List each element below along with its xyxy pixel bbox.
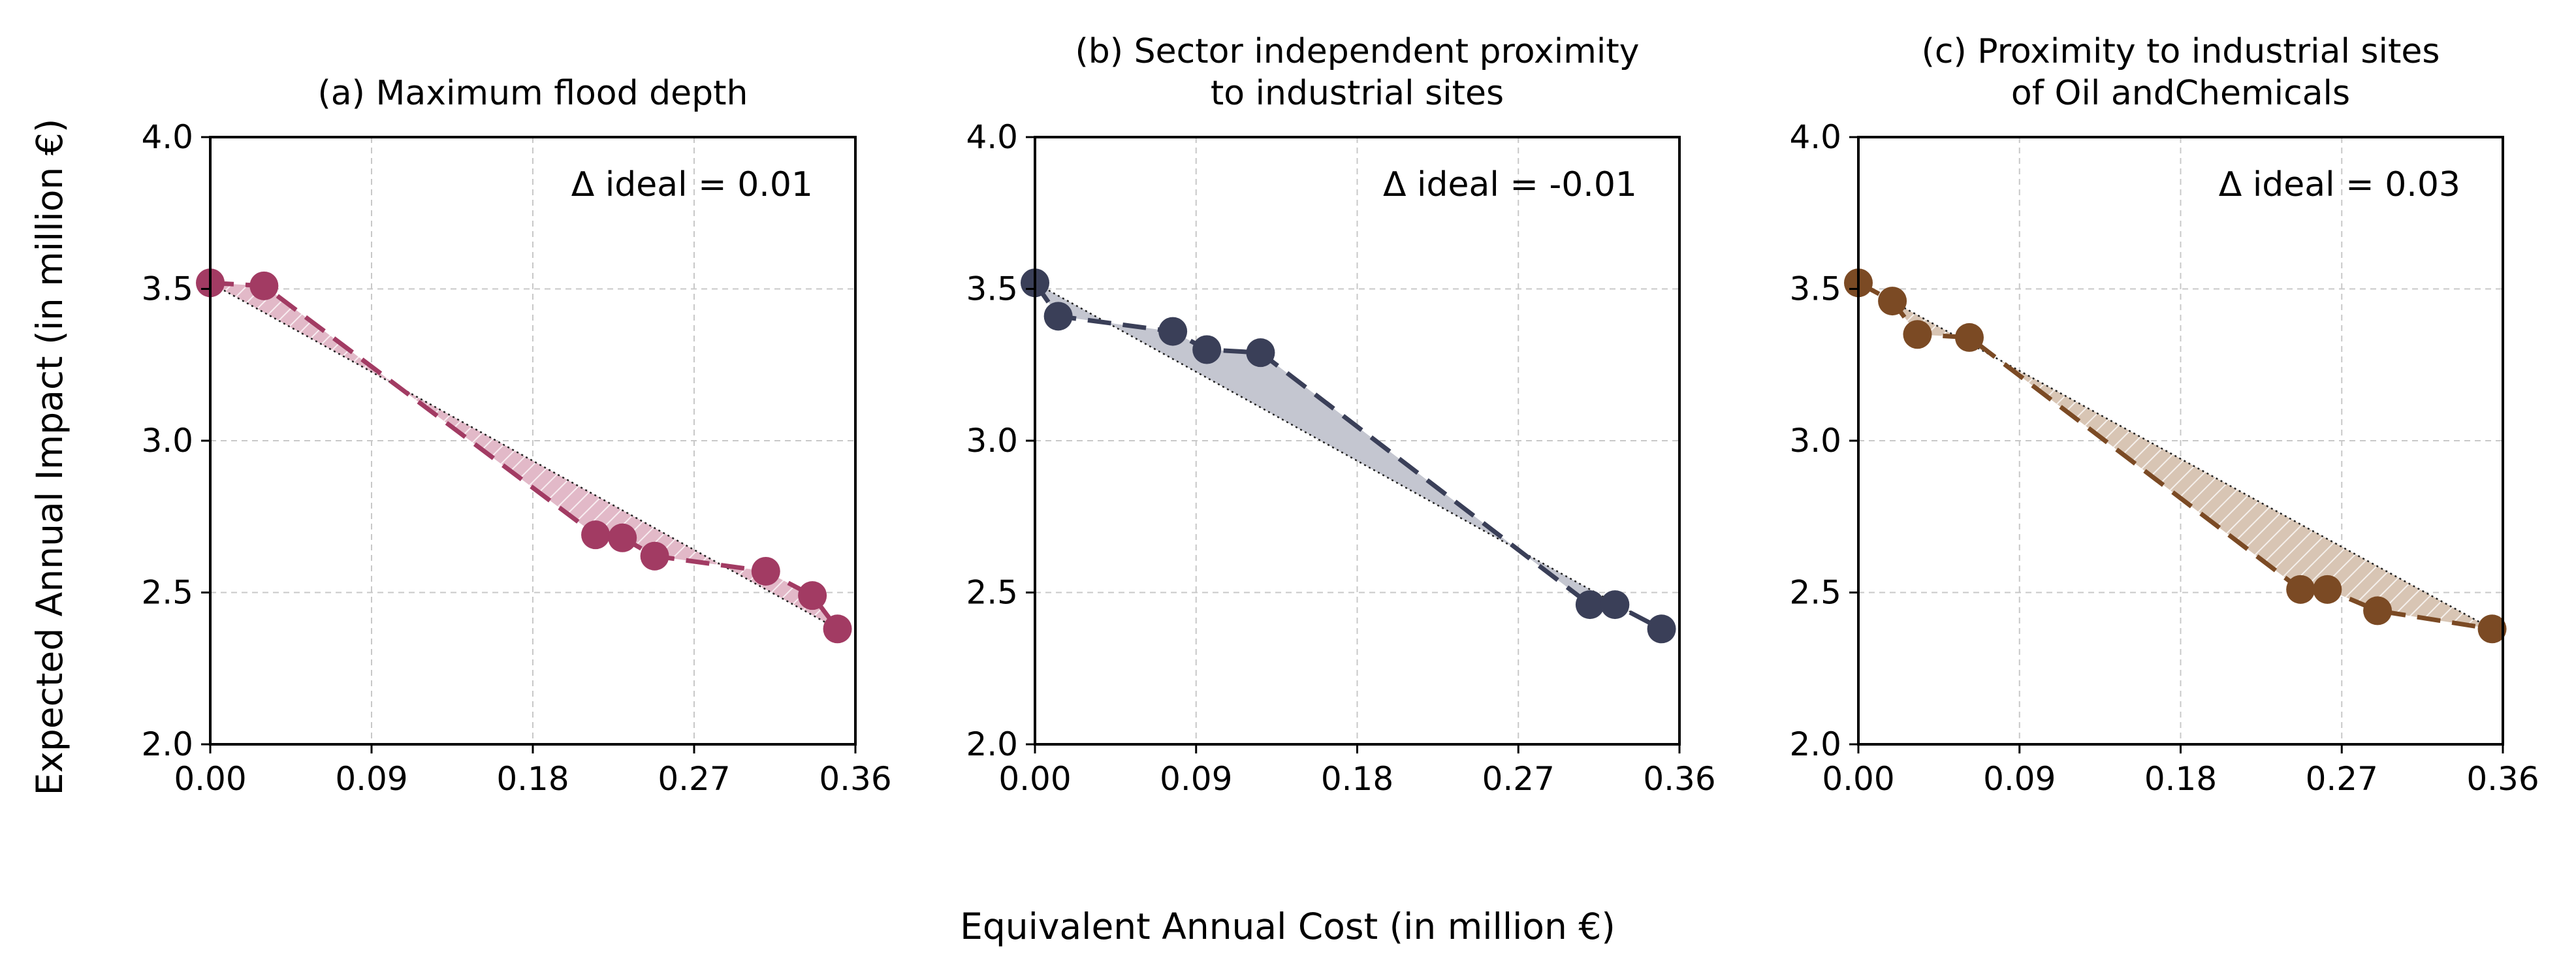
x-tick-label: 0.18 <box>496 760 569 798</box>
y-tick-label: 2.5 <box>141 574 193 612</box>
x-tick-label: 0.36 <box>819 760 891 798</box>
data-point <box>1647 614 1676 644</box>
y-tick-label: 2.0 <box>1789 725 1841 763</box>
y-tick-label: 2.0 <box>966 725 1018 763</box>
x-tick-label: 0.18 <box>2144 760 2217 798</box>
x-tick-label: 0.27 <box>2306 760 2378 798</box>
data-point <box>1575 590 1604 620</box>
panel-c: 0.00 0.09 0.18 0.27 0.36 2.0 2.5 3.0 3.5 4.0 (c) P… <box>1789 32 2539 798</box>
x-tick-label: 0.36 <box>2466 760 2539 798</box>
y-tick-label: 4.0 <box>1789 118 1841 156</box>
data-point <box>1246 338 1275 368</box>
reference-line <box>210 282 838 630</box>
y-tick-label: 3.5 <box>141 270 193 308</box>
x-tick-label: 0.18 <box>1321 760 1393 798</box>
y-tick-label: 3.5 <box>1789 270 1841 308</box>
y-tick-label: 3.5 <box>966 270 1018 308</box>
x-tick-label: 0.00 <box>174 760 246 798</box>
data-point <box>2286 575 2315 604</box>
data-point <box>2477 614 2507 644</box>
x-tick-label: 0.36 <box>1643 760 1715 798</box>
panel-title: of Oil andChemicals <box>2011 74 2350 113</box>
panel-title: (a) Maximum flood depth <box>318 74 748 113</box>
data-point <box>2363 596 2393 625</box>
data-point <box>751 556 780 586</box>
delta-ideal-annotation: Δ ideal = 0.03 <box>2219 165 2460 204</box>
x-axis-label: Equivalent Annual Cost (in million €) <box>960 906 1615 947</box>
panel-b: 0.00 0.09 0.18 0.27 0.36 2.0 2.5 3.0 3.5 4.0 (b) S… <box>966 32 1715 798</box>
y-tick-label: 3.0 <box>966 422 1018 460</box>
x-tick-label: 0.09 <box>1160 760 1232 798</box>
x-tick-label: 0.09 <box>1983 760 2056 798</box>
y-tick-label: 2.5 <box>966 574 1018 612</box>
y-tick-label: 4.0 <box>141 118 193 156</box>
x-tick-label: 0.27 <box>1482 760 1555 798</box>
panel-a: 0.00 0.09 0.18 0.27 0.36 2.0 2.5 3.0 3.5 4.0 (a) M… <box>141 74 891 798</box>
delta-ideal-annotation: Δ ideal = -0.01 <box>1383 165 1637 204</box>
panel-title: (b) Sector independent proximity <box>1075 32 1640 71</box>
y-axis-label: Expected Annual Impact (in million €) <box>29 119 71 796</box>
data-point <box>1043 302 1073 331</box>
data-point <box>608 523 637 552</box>
x-tick-label: 0.09 <box>335 760 407 798</box>
panel-title: (c) Proximity to industrial sites <box>1922 32 2440 71</box>
data-point <box>249 271 279 300</box>
data-point <box>2313 575 2342 604</box>
y-tick-label: 3.0 <box>1789 422 1841 460</box>
data-point <box>1878 287 1907 316</box>
x-tick-label: 0.27 <box>658 760 730 798</box>
x-tick-label: 0.00 <box>1822 760 1894 798</box>
data-point <box>1192 335 1222 364</box>
y-tick-label: 2.5 <box>1789 574 1841 612</box>
data-point <box>1158 317 1188 346</box>
data-point <box>581 520 611 550</box>
data-point <box>1954 323 1984 352</box>
panel-title: to industrial sites <box>1211 74 1504 113</box>
reference-line <box>1034 282 1662 630</box>
y-tick-label: 3.0 <box>141 422 193 460</box>
x-tick-label: 0.00 <box>998 760 1071 798</box>
data-point <box>1600 590 1630 620</box>
y-tick-label: 2.0 <box>141 725 193 763</box>
delta-ideal-annotation: Δ ideal = 0.01 <box>571 165 813 204</box>
data-point <box>640 541 669 571</box>
data-point <box>1903 320 1932 349</box>
y-tick-label: 4.0 <box>966 118 1018 156</box>
data-point <box>823 614 852 644</box>
data-point <box>798 581 827 610</box>
